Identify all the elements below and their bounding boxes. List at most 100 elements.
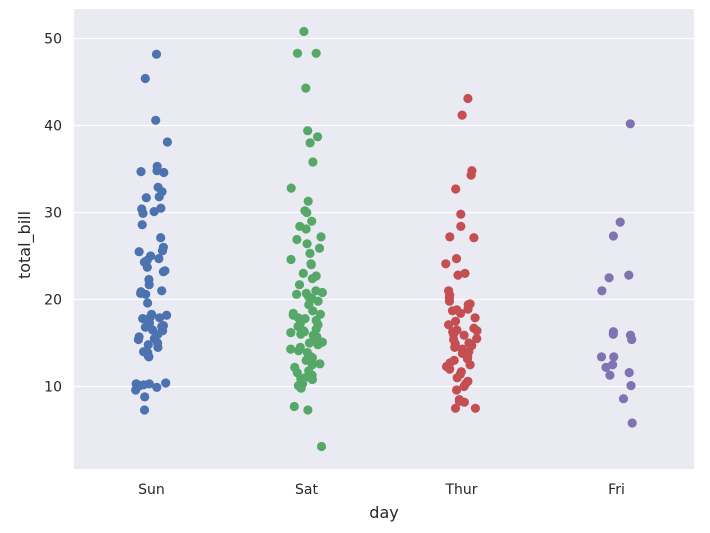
data-point <box>144 280 154 290</box>
data-point <box>313 340 323 350</box>
data-point <box>618 394 629 404</box>
data-point <box>314 243 325 253</box>
data-point <box>292 234 302 245</box>
data-point <box>141 193 151 203</box>
data-point <box>298 268 308 278</box>
series-sat <box>286 26 327 452</box>
data-point <box>159 167 169 178</box>
data-point <box>157 246 168 256</box>
data-point <box>299 26 309 37</box>
data-point <box>624 270 634 280</box>
data-point <box>601 362 611 372</box>
data-point <box>304 338 314 348</box>
data-point <box>303 405 313 415</box>
data-point <box>604 273 614 283</box>
data-point <box>286 328 296 338</box>
data-point <box>303 196 313 206</box>
data-point <box>137 220 147 230</box>
data-point <box>162 310 172 320</box>
y-tick-label: 20 <box>44 293 62 309</box>
data-point <box>596 352 607 362</box>
data-point <box>286 254 296 265</box>
data-point <box>308 306 318 316</box>
x-tick-labels: Sun Sat Thur Fri <box>138 482 625 498</box>
data-point <box>134 247 144 257</box>
data-point <box>156 203 166 213</box>
data-point <box>456 308 466 318</box>
data-point <box>140 73 150 84</box>
data-point <box>305 138 315 148</box>
x-tick-label-thur: Thur <box>444 482 477 498</box>
data-point <box>447 306 458 316</box>
data-point <box>470 403 480 413</box>
data-point <box>465 360 475 370</box>
data-point <box>453 270 463 280</box>
data-point <box>140 322 150 332</box>
data-point <box>154 254 164 264</box>
data-point <box>450 403 461 413</box>
data-point <box>139 405 150 415</box>
data-point <box>131 385 141 395</box>
data-point <box>140 392 150 402</box>
data-point <box>144 352 154 362</box>
data-point <box>286 183 296 193</box>
data-point <box>292 289 302 299</box>
data-point <box>302 239 312 249</box>
y-tick-label: 40 <box>44 119 62 135</box>
data-point <box>308 157 318 167</box>
data-point <box>152 382 162 392</box>
data-point <box>292 48 303 58</box>
data-point <box>143 298 153 308</box>
data-point <box>463 93 473 104</box>
data-point <box>470 313 480 323</box>
data-point <box>609 352 619 362</box>
data-point <box>452 385 462 395</box>
y-tick-labels: 10 20 30 40 50 <box>44 32 62 396</box>
data-point <box>294 346 304 356</box>
data-point <box>311 48 321 58</box>
data-point <box>151 49 162 59</box>
data-point <box>136 167 146 177</box>
data-point <box>472 334 482 344</box>
data-point <box>615 217 625 227</box>
data-point <box>143 340 153 350</box>
data-point <box>624 368 634 378</box>
data-point <box>157 286 167 296</box>
data-point <box>153 342 163 352</box>
data-point <box>149 207 159 217</box>
data-point <box>142 262 152 272</box>
data-point <box>156 233 166 243</box>
data-point <box>608 329 618 339</box>
data-point <box>457 110 467 120</box>
data-point <box>445 364 455 374</box>
data-point <box>317 287 327 298</box>
gridlines <box>74 37 694 388</box>
data-point <box>315 359 325 369</box>
data-point <box>450 342 460 352</box>
data-point <box>450 316 461 326</box>
data-points <box>131 26 637 452</box>
y-tick-label: 30 <box>44 206 62 222</box>
data-point <box>451 184 461 194</box>
data-point <box>316 232 326 242</box>
data-point <box>627 418 637 428</box>
data-point <box>466 170 476 180</box>
data-point <box>303 126 313 136</box>
data-point <box>463 304 473 314</box>
data-point <box>469 233 479 243</box>
data-point <box>296 383 306 393</box>
data-point <box>597 286 607 296</box>
x-tick-label-sun: Sun <box>138 482 165 498</box>
data-point <box>154 192 164 202</box>
data-point <box>313 296 323 306</box>
data-point <box>286 344 296 354</box>
data-point <box>162 137 172 147</box>
y-tick-label: 50 <box>44 32 62 48</box>
data-point <box>307 216 317 226</box>
series-fri <box>596 119 637 428</box>
data-point <box>444 296 455 306</box>
y-tick-label: 10 <box>44 380 62 396</box>
data-point <box>627 334 637 345</box>
